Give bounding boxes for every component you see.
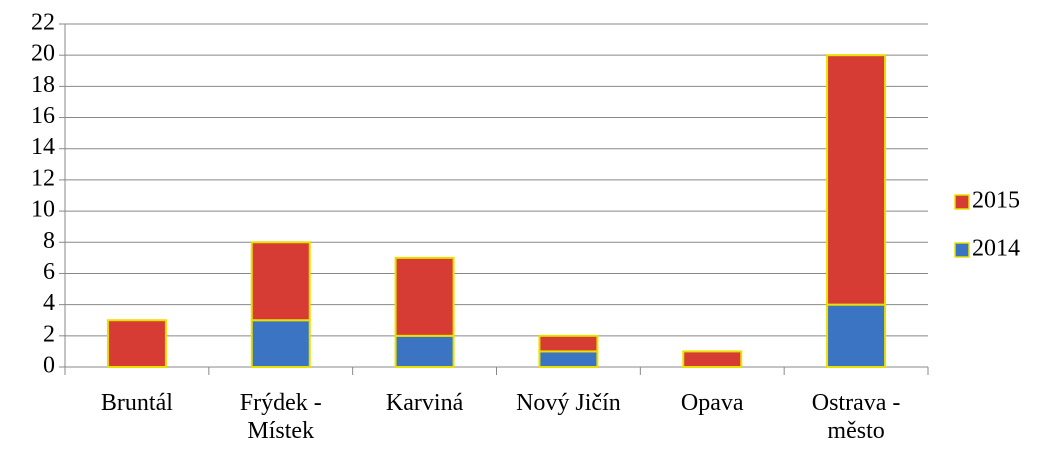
- bar-segment: [250, 241, 311, 322]
- y-tick-label: 4: [43, 290, 55, 316]
- legend-label: 2015: [972, 188, 1020, 214]
- bar-segment: [682, 350, 743, 368]
- legend-swatch: [954, 242, 970, 258]
- bar-segment: [826, 54, 887, 306]
- y-tick-label: 16: [31, 103, 55, 129]
- bar-segment: [394, 256, 455, 337]
- x-tick-label: Opava: [680, 390, 744, 416]
- x-tick-label: Nový Jičín: [516, 390, 621, 416]
- x-tick-label: Ostrava - město: [811, 390, 901, 444]
- legend-label: 2014: [972, 236, 1020, 262]
- bar-segment: [394, 334, 455, 368]
- y-tick-label: 6: [43, 259, 55, 285]
- y-tick-label: 18: [31, 72, 55, 98]
- y-tick-label: 0: [43, 353, 55, 379]
- y-tick-label: 10: [31, 197, 55, 223]
- y-tick-label: 2: [43, 321, 55, 347]
- y-tick-label: 14: [31, 134, 55, 160]
- bar-segment: [826, 303, 887, 368]
- bar-segment: [250, 319, 311, 368]
- x-tick-label: Karviná: [385, 390, 464, 416]
- bar-segment: [538, 350, 599, 368]
- bar-segment: [538, 334, 599, 353]
- bar-segment: [106, 319, 167, 368]
- x-tick-label: Frýdek - Místek: [239, 390, 322, 444]
- y-tick-label: 20: [31, 41, 55, 67]
- y-tick-label: 12: [31, 165, 55, 191]
- y-tick-label: 8: [43, 228, 55, 254]
- y-tick-label: 22: [31, 10, 55, 36]
- x-tick-label: Bruntál: [100, 390, 173, 416]
- legend-swatch: [954, 194, 970, 210]
